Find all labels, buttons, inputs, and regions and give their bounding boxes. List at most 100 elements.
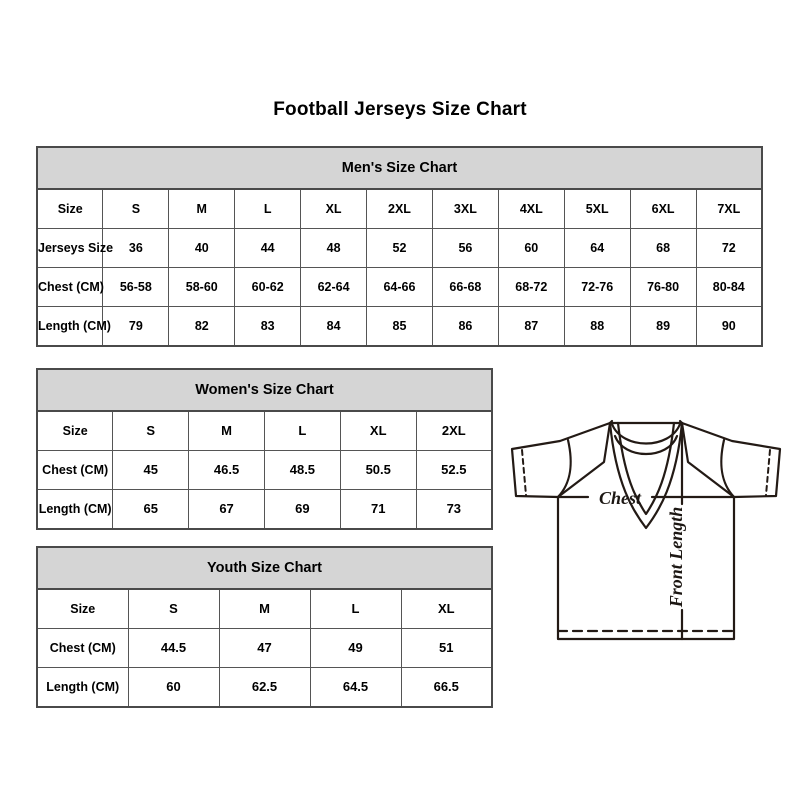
mens-chest-5xl: 72-76 (563, 267, 631, 307)
mens-col-4xl: 4XL (497, 188, 565, 229)
chest-label: Chest (599, 488, 642, 508)
mens-jerseys-size-4xl: 60 (497, 228, 565, 268)
right-sleeve-hem-dashed (765, 449, 771, 496)
mens-jerseys-size-2xl: 52 (366, 228, 433, 268)
youth-chest-s: 44.5 (127, 628, 220, 668)
mens-jerseys-size-s: 36 (102, 228, 170, 268)
mens-jerseys-size-l: 44 (234, 228, 302, 268)
mens-jerseys-size-6xl: 68 (629, 228, 697, 268)
womens-row-label-length: Length (CM) (36, 489, 114, 530)
table-row: Chest (CM) 45 46.5 48.5 50.5 52.5 (36, 450, 493, 490)
collar-band-lower (613, 434, 679, 456)
mens-length-2xl: 85 (366, 306, 433, 347)
mens-chest-s: 56-58 (102, 267, 170, 307)
vneck-inner-collar (616, 421, 676, 516)
table-header-row: Size S M L XL (36, 588, 493, 629)
mens-length-4xl: 87 (497, 306, 565, 347)
mens-size-chart-table: Men's Size Chart Size S M L XL 2XL 3XL 4… (36, 146, 763, 347)
mens-jerseys-size-xl: 48 (300, 228, 368, 268)
left-armhole-seam (556, 438, 572, 499)
mens-length-6xl: 89 (629, 306, 697, 347)
youth-row-label-length: Length (CM) (36, 667, 129, 708)
table-row: Length (CM) 60 62.5 64.5 66.5 (36, 667, 493, 708)
right-sleeve-outline (680, 421, 782, 499)
womens-length-2xl: 73 (415, 489, 493, 530)
womens-col-2xl: 2XL (415, 410, 493, 451)
mens-header-size: Size (36, 188, 104, 229)
front-length-label: Front Length (666, 507, 686, 609)
womens-chest-2xl: 52.5 (415, 450, 493, 490)
mens-col-s: S (102, 188, 170, 229)
mens-chest-6xl: 76-80 (629, 267, 697, 307)
mens-col-2xl: 2XL (366, 188, 433, 229)
table-banner-row: Women's Size Chart (36, 368, 493, 412)
womens-col-m: M (188, 410, 265, 451)
womens-chest-l: 48.5 (263, 450, 341, 490)
mens-col-l: L (234, 188, 302, 229)
mens-chest-2xl: 64-66 (366, 267, 433, 307)
mens-jerseys-size-5xl: 64 (563, 228, 631, 268)
womens-chest-s: 45 (112, 450, 190, 490)
womens-chest-xl: 50.5 (339, 450, 417, 490)
table-row: Jerseys Size 36 40 44 48 52 56 60 64 68 … (36, 228, 763, 268)
youth-length-m: 62.5 (218, 667, 311, 708)
womens-length-m: 67 (188, 489, 265, 530)
mens-col-3xl: 3XL (431, 188, 499, 229)
body-outline (556, 495, 736, 641)
youth-col-xl: XL (400, 588, 493, 629)
mens-col-m: M (168, 188, 236, 229)
youth-chest-l: 49 (309, 628, 402, 668)
mens-length-s: 79 (102, 306, 170, 347)
table-row: Chest (CM) 56-58 58-60 60-62 62-64 64-66… (36, 267, 763, 307)
womens-col-s: S (112, 410, 190, 451)
youth-header-size: Size (36, 588, 129, 629)
mens-jerseys-size-7xl: 72 (695, 228, 763, 268)
womens-size-chart-table: Women's Size Chart Size S M L XL 2XL Che… (36, 368, 493, 530)
mens-length-xl: 84 (300, 306, 368, 347)
right-armhole-seam (720, 438, 736, 499)
mens-chest-m: 58-60 (168, 267, 236, 307)
mens-length-3xl: 86 (431, 306, 499, 347)
mens-chest-7xl: 80-84 (695, 267, 763, 307)
table-banner-row: Youth Size Chart (36, 546, 493, 590)
table-header-row: Size S M L XL 2XL 3XL 4XL 5XL 6XL 7XL (36, 188, 763, 229)
mens-jerseys-size-m: 40 (168, 228, 236, 268)
mens-jerseys-size-3xl: 56 (431, 228, 499, 268)
womens-col-xl: XL (339, 410, 417, 451)
mens-chest-4xl: 68-72 (497, 267, 565, 307)
table-row: Length (CM) 65 67 69 71 73 (36, 489, 493, 530)
youth-chest-xl: 51 (400, 628, 493, 668)
womens-row-label-chest: Chest (CM) (36, 450, 114, 490)
mens-col-6xl: 6XL (629, 188, 697, 229)
left-sleeve-outline (510, 421, 612, 499)
page-title: Football Jerseys Size Chart (273, 99, 527, 120)
mens-length-7xl: 90 (695, 306, 763, 347)
youth-col-s: S (127, 588, 220, 629)
mens-col-xl: XL (300, 188, 368, 229)
womens-chart-banner: Women's Size Chart (36, 368, 493, 412)
womens-length-xl: 71 (339, 489, 417, 530)
youth-col-l: L (309, 588, 402, 629)
youth-chart-banner: Youth Size Chart (36, 546, 493, 590)
mens-row-label-chest: Chest (CM) (36, 267, 104, 307)
youth-length-s: 60 (127, 667, 220, 708)
mens-col-7xl: 7XL (695, 188, 763, 229)
youth-length-l: 64.5 (309, 667, 402, 708)
left-sleeve-hem-dashed (521, 449, 527, 496)
table-row: Length (CM) 79 82 83 84 85 86 87 88 89 9… (36, 306, 763, 347)
youth-col-m: M (218, 588, 311, 629)
womens-length-s: 65 (112, 489, 190, 530)
mens-chest-xl: 62-64 (300, 267, 368, 307)
womens-chest-m: 46.5 (188, 450, 265, 490)
womens-length-l: 69 (263, 489, 341, 530)
table-header-row: Size S M L XL 2XL (36, 410, 493, 451)
mens-chest-l: 60-62 (234, 267, 302, 307)
jersey-measurement-diagram: Chest Front Length (500, 392, 792, 692)
mens-col-5xl: 5XL (563, 188, 631, 229)
womens-col-l: L (263, 410, 341, 451)
mens-length-l: 83 (234, 306, 302, 347)
table-banner-row: Men's Size Chart (36, 146, 763, 190)
table-row: Chest (CM) 44.5 47 49 51 (36, 628, 493, 668)
mens-row-label-length: Length (CM) (36, 306, 111, 347)
youth-chest-m: 47 (218, 628, 311, 668)
